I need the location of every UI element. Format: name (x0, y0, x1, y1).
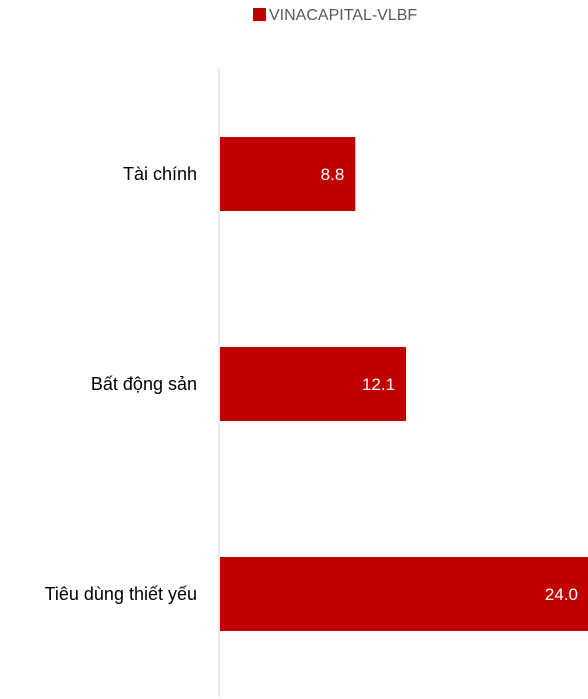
category-label-1: Tài chính (123, 164, 197, 184)
bar-2 (220, 347, 407, 421)
legend-swatch (253, 8, 266, 21)
category-label-3: Tiêu dùng thiết yếu (45, 584, 197, 604)
legend-label: VINACAPITAL-VLBF (269, 7, 417, 24)
data-label-1: 8.8 (321, 165, 345, 184)
data-label-2: 12.1 (362, 375, 395, 394)
bars-group: 8.8 Tài chính 12.1 Bất động sản 24.0 Tiêu dùn… (45, 137, 588, 631)
category-label-2: Bất động sản (91, 374, 197, 394)
bar-1 (220, 137, 356, 211)
legend: VINACAPITAL-VLBF (253, 7, 417, 24)
bar-3 (220, 557, 588, 631)
data-label-3: 24.0 (545, 585, 578, 604)
